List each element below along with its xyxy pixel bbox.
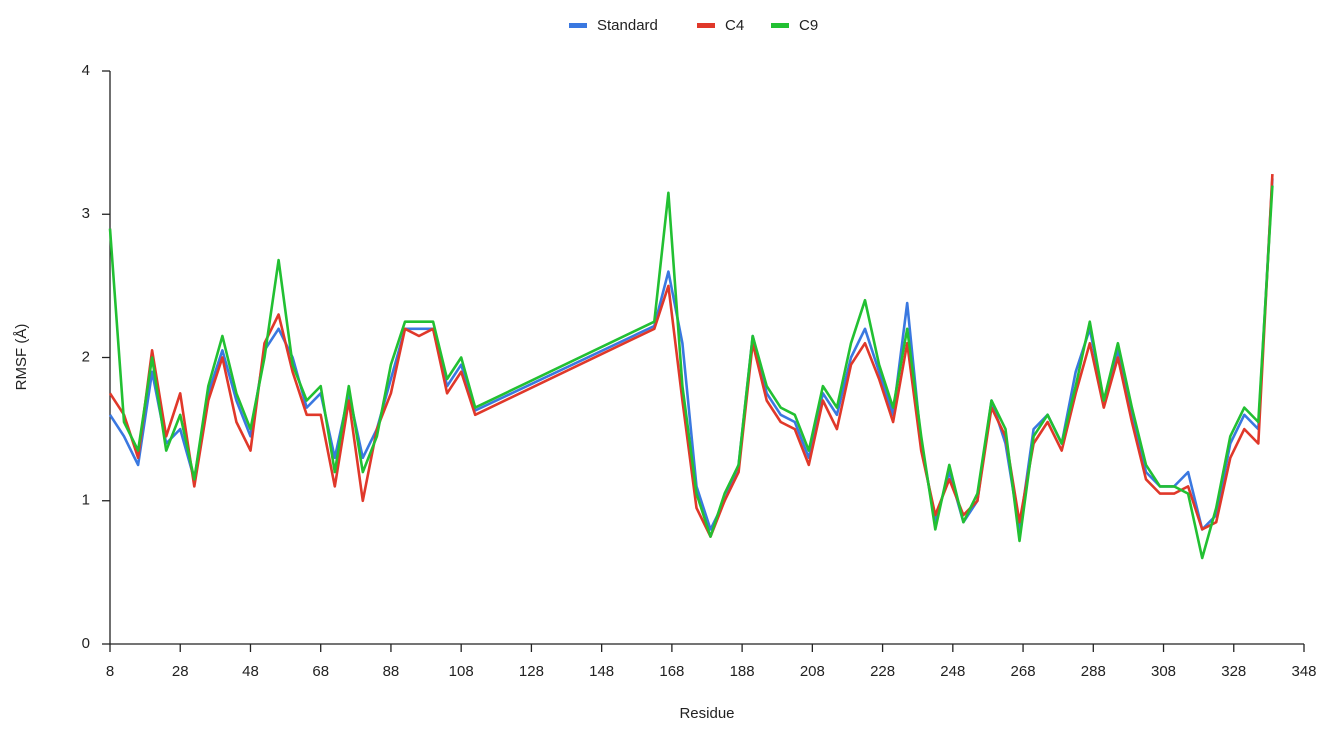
x-tick-label: 328 xyxy=(1221,663,1246,680)
y-tick-label: 1 xyxy=(82,492,90,509)
x-tick-label: 248 xyxy=(940,663,965,680)
x-axis-label: Residue xyxy=(679,705,734,722)
x-tick-label: 268 xyxy=(1011,663,1036,680)
x-tick-label: 8 xyxy=(106,663,114,680)
x-tick-label: 168 xyxy=(659,663,684,680)
x-tick-label: 68 xyxy=(312,663,329,680)
x-tick-label: 228 xyxy=(870,663,895,680)
y-axis-label: RMSF (Å) xyxy=(13,324,30,391)
legend-swatch xyxy=(697,23,715,28)
legend-swatch xyxy=(569,23,587,28)
series-line xyxy=(108,185,1274,560)
legend-label: C4 xyxy=(725,17,744,34)
y-tick-label: 0 xyxy=(82,635,90,652)
y-tick-label: 2 xyxy=(82,348,90,365)
x-tick-label: 88 xyxy=(383,663,400,680)
x-tick-label: 188 xyxy=(730,663,755,680)
x-tick-label: 28 xyxy=(172,663,189,680)
legend-swatch xyxy=(771,23,789,28)
legend-label: C9 xyxy=(799,17,818,34)
x-tick-label: 288 xyxy=(1081,663,1106,680)
y-tick-label: 3 xyxy=(82,205,90,222)
x-tick-label: 208 xyxy=(800,663,825,680)
x-tick-label: 348 xyxy=(1291,663,1316,680)
x-tick-label: 128 xyxy=(519,663,544,680)
y-tick-label: 4 xyxy=(82,62,90,79)
series-line xyxy=(108,174,1274,538)
legend-label: Standard xyxy=(597,17,658,34)
x-tick-label: 48 xyxy=(242,663,259,680)
x-tick-label: 308 xyxy=(1151,663,1176,680)
x-tick-label: 108 xyxy=(449,663,474,680)
x-tick-label: 148 xyxy=(589,663,614,680)
